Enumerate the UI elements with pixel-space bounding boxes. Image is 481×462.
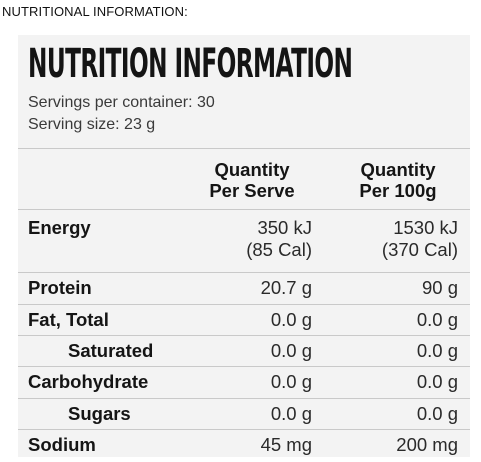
value-per-100g-cal: (370 Cal) xyxy=(381,239,458,260)
nutrient-name: Energy xyxy=(28,217,91,238)
nutrient-name: Carbohydrate xyxy=(28,371,149,392)
header-per-serve-line2: Per Serve xyxy=(209,180,295,201)
value-per-100g-kj: 1530 kJ xyxy=(393,217,458,238)
table-row-saturated: Saturated 0.0 g 0.0 g xyxy=(18,336,470,367)
value-per-serve: 0.0 g xyxy=(270,340,312,361)
nutrition-table: Quantity Per Serve Quantity Per 100g Ene… xyxy=(18,148,470,461)
nutrient-name: Sugars xyxy=(68,403,131,424)
header-per-serve: Quantity Per Serve xyxy=(192,159,312,201)
value-per-serve: 20.7 g xyxy=(260,277,312,298)
value-per-serve: 0.0 g xyxy=(270,371,312,392)
table-row-carbohydrate: Carbohydrate 0.0 g 0.0 g xyxy=(18,367,470,399)
value-per-100g: 200 mg xyxy=(396,434,458,455)
value-per-serve: 45 mg xyxy=(260,434,312,455)
value-per-serve-kj: 350 kJ xyxy=(257,217,312,238)
page-heading: NUTRITIONAL INFORMATION: xyxy=(2,4,188,19)
header-per-100g-line2: Per 100g xyxy=(359,180,437,201)
value-per-serve: 0.0 g xyxy=(270,403,312,424)
value-per-100g: 0.0 g xyxy=(416,371,458,392)
value-per-serve-cal: (85 Cal) xyxy=(246,239,312,260)
panel-title: NUTRITION INFORMATION xyxy=(28,41,353,87)
table-row-protein: Protein 20.7 g 90 g xyxy=(18,273,470,305)
value-per-serve: 0.0 g xyxy=(270,309,312,330)
table-row-energy: Energy 350 kJ (85 Cal) 1530 kJ (370 Cal) xyxy=(18,210,470,273)
header-per-serve-line1: Quantity xyxy=(214,159,290,180)
servings-info: Servings per container: 30 Serving size:… xyxy=(28,92,215,136)
value-per-100g: 0.0 g xyxy=(416,403,458,424)
table-row-sugars: Sugars 0.0 g 0.0 g xyxy=(18,399,470,430)
table-header-row: Quantity Per Serve Quantity Per 100g xyxy=(18,149,470,210)
table-row-sodium: Sodium 45 mg 200 mg xyxy=(18,430,470,461)
servings-per-container: Servings per container: 30 xyxy=(28,94,215,111)
table-row-fat-total: Fat, Total 0.0 g 0.0 g xyxy=(18,305,470,336)
serving-size: Serving size: 23 g xyxy=(28,116,156,133)
value-per-100g: 1530 kJ (370 Cal) xyxy=(382,217,458,261)
header-per-100g: Quantity Per 100g xyxy=(338,159,458,201)
nutrient-name: Saturated xyxy=(68,340,154,361)
nutrition-panel: NUTRITION INFORMATION Servings per conta… xyxy=(18,35,470,457)
value-per-serve: 350 kJ (85 Cal) xyxy=(246,217,312,261)
nutrient-name: Sodium xyxy=(28,434,96,455)
header-per-100g-line1: Quantity xyxy=(360,159,436,180)
nutrient-name: Protein xyxy=(28,277,92,298)
value-per-100g: 0.0 g xyxy=(416,309,458,330)
nutrient-name: Fat, Total xyxy=(28,309,109,330)
value-per-100g: 0.0 g xyxy=(416,340,458,361)
value-per-100g: 90 g xyxy=(421,277,458,298)
